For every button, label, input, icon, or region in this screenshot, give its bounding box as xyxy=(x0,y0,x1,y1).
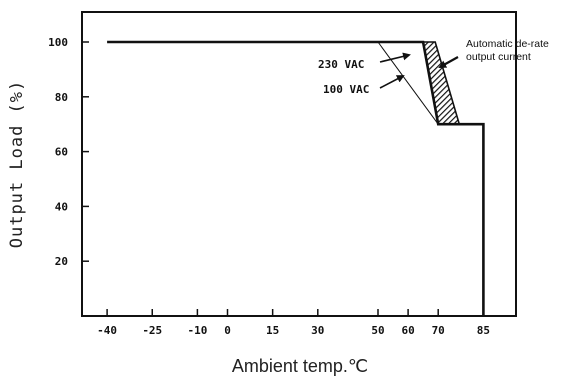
x-axis-title: Ambient temp.℃ xyxy=(232,356,368,376)
y-tick-label: 40 xyxy=(55,200,68,213)
x-tick-label: -10 xyxy=(187,324,207,337)
annotation-100vac: 100 VAC xyxy=(323,83,369,96)
y-tick-label: 80 xyxy=(55,91,68,104)
derate-hatched-region xyxy=(422,41,461,125)
annotation-100vac-arrow xyxy=(379,75,405,89)
series-line-230vac xyxy=(107,40,485,316)
x-tick-label: 50 xyxy=(371,324,384,337)
x-tick-label: 0 xyxy=(224,324,231,337)
y-axis-title: Output Load (%) xyxy=(7,80,27,249)
x-tick-label: 15 xyxy=(266,324,279,337)
x-tick-label: -40 xyxy=(97,324,117,337)
y-tick-label: 60 xyxy=(55,146,68,159)
annotation-derate-line2: output current xyxy=(466,51,531,63)
series-line-100vac xyxy=(377,41,439,125)
annotation-230vac-arrow xyxy=(379,52,411,63)
x-tick-label: -25 xyxy=(142,324,162,337)
plot-frame xyxy=(81,11,517,317)
y-tick-label: 20 xyxy=(55,255,68,268)
y-tick-label: 100 xyxy=(48,36,68,49)
x-axis-ticks: -40 -25 -10 0 15 30 50 60 70 85 xyxy=(97,309,490,337)
annotation-derate-line1: Automatic de-rate xyxy=(466,38,549,50)
y-axis-ticks: 20 40 60 80 100 xyxy=(48,36,89,268)
annotation-derate-arrow xyxy=(438,56,459,68)
annotation-230vac: 230 VAC xyxy=(318,58,364,71)
x-tick-label: 70 xyxy=(432,324,445,337)
x-tick-label: 85 xyxy=(477,324,490,337)
x-tick-label: 30 xyxy=(311,324,324,337)
x-tick-label: 60 xyxy=(401,324,414,337)
